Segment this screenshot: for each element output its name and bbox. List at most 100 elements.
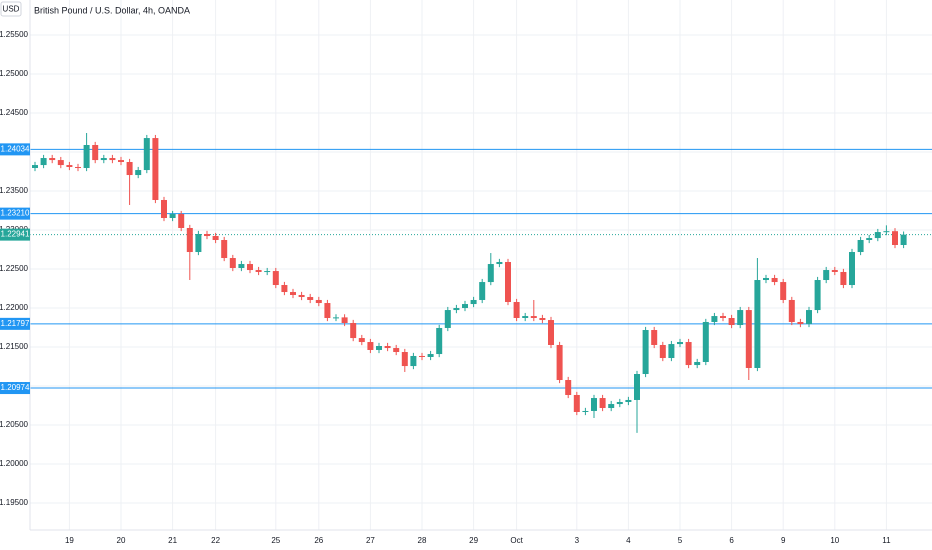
candle-body <box>513 302 520 318</box>
y-tick-label: 1.20000 <box>0 459 29 468</box>
candle-body <box>883 231 890 233</box>
candle-body <box>126 162 133 176</box>
candle-body <box>849 252 855 286</box>
y-tick-label: 1.20500 <box>0 420 29 429</box>
candle-body <box>479 282 486 300</box>
candle-body <box>118 160 124 163</box>
candle-body <box>702 321 709 362</box>
candle-body <box>659 344 666 359</box>
x-tick-label: 28 <box>418 536 427 545</box>
candle-body <box>109 158 116 161</box>
y-tick-label: 1.22500 <box>0 264 29 273</box>
candle-body <box>565 380 572 395</box>
candle-body <box>892 231 898 245</box>
candle-body <box>496 261 503 265</box>
x-tick-label: 25 <box>271 536 280 545</box>
candle-body <box>358 338 365 343</box>
candle-body <box>857 240 864 253</box>
candle-body <box>427 354 434 357</box>
level-label-box <box>0 207 30 220</box>
candle-body <box>685 342 692 366</box>
x-tick-label: 4 <box>626 536 631 545</box>
chart-title: British Pound / U.S. Dollar, 4h, OANDA <box>34 5 190 15</box>
candle-body <box>350 322 357 339</box>
grid <box>30 0 932 530</box>
candle-body <box>135 170 142 176</box>
last-price-label: 1.22941 <box>1 230 30 239</box>
candle-body <box>668 344 675 359</box>
candle-body <box>315 299 322 304</box>
candle-body <box>806 310 812 325</box>
candle-body <box>376 346 382 350</box>
candle-body <box>229 258 236 269</box>
candle-body <box>221 240 228 259</box>
x-tick-label: 26 <box>314 536 323 545</box>
y-tick-label: 1.22000 <box>0 303 29 312</box>
x-tick-label: 27 <box>366 536 375 545</box>
candle-body <box>83 144 90 169</box>
y-tick-label: 1.25000 <box>0 69 29 78</box>
candle-body <box>573 394 580 412</box>
candle-body <box>797 321 804 325</box>
currency: USD <box>3 5 20 14</box>
candle-body <box>900 234 907 245</box>
candle-body <box>530 316 537 318</box>
candle-body <box>66 165 73 167</box>
candle-body <box>161 199 167 219</box>
candle-body <box>780 282 787 300</box>
y-tick-label: 1.23500 <box>0 186 29 195</box>
candle-body <box>599 398 606 409</box>
candle-body <box>866 238 873 241</box>
candle-body <box>788 299 795 322</box>
x-tick-label: 5 <box>678 536 683 545</box>
candle-body <box>608 404 615 409</box>
candle-body <box>419 355 425 357</box>
candle-body <box>152 138 159 200</box>
candle-body <box>341 317 348 323</box>
x-tick-label: 3 <box>575 536 580 545</box>
candle-body <box>823 270 830 281</box>
level-label-box <box>0 382 30 395</box>
candle-body <box>169 214 176 219</box>
candle-body <box>487 264 494 283</box>
candle-body <box>728 318 735 326</box>
candle-body <box>49 158 56 161</box>
candle-body <box>470 299 477 305</box>
candle-body <box>591 398 597 411</box>
candle-body <box>831 270 838 272</box>
candle-body <box>840 271 847 286</box>
candle-body <box>522 316 529 318</box>
y-tick-label: 1.24500 <box>0 108 29 117</box>
candle-body <box>40 158 47 166</box>
levels <box>30 148 932 389</box>
candle-body <box>384 346 391 349</box>
candle-body <box>745 310 752 368</box>
candle-body <box>186 227 193 253</box>
candle-body <box>556 344 563 381</box>
x-tick-label: 9 <box>781 536 786 545</box>
candle-body <box>195 233 202 253</box>
candle-body <box>505 261 511 303</box>
level-label: 1.24034 <box>1 144 30 153</box>
candle-body <box>212 236 219 241</box>
currency-box[interactable] <box>0 1 22 17</box>
candle-body <box>444 310 451 328</box>
candle-body <box>694 361 701 366</box>
candle-body <box>204 233 210 237</box>
y-tick-label: 1.21500 <box>0 342 29 351</box>
candle-body <box>814 280 821 311</box>
candle-body <box>32 165 38 169</box>
candle-body <box>410 355 417 367</box>
y-tick-label: 1.19500 <box>0 498 29 507</box>
x-tick-label: 11 <box>882 536 891 545</box>
candle-body <box>651 330 658 345</box>
candle-body <box>324 303 331 318</box>
candle-body <box>92 144 99 161</box>
candle-body <box>642 330 649 375</box>
candle-body <box>677 342 683 345</box>
candle-body <box>307 297 314 300</box>
level-label-box <box>0 317 30 330</box>
